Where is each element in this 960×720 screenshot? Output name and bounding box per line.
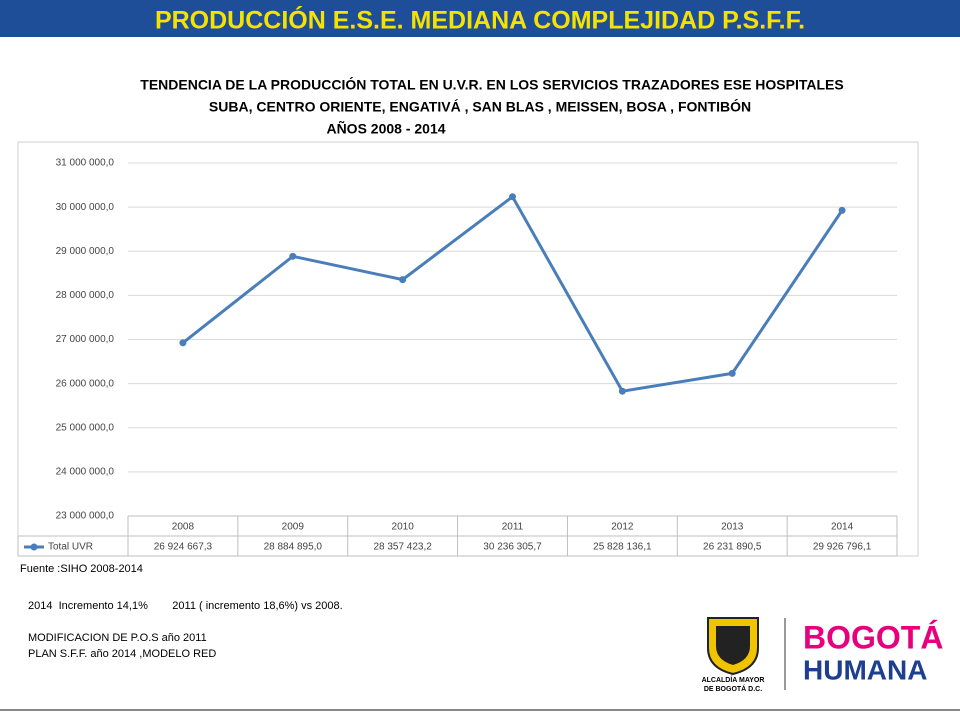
logo-text: BOGOTÁ <box>803 619 943 655</box>
legend-marker <box>30 543 38 551</box>
y-tick-label: 28 000 000,0 <box>56 290 115 301</box>
data-label: 25 828 136,1 <box>593 542 652 553</box>
data-point <box>179 339 187 347</box>
x-tick-label: 2009 <box>282 522 305 533</box>
logo-text: ALCALDÍA MAYOR <box>702 675 765 684</box>
banner-title: PRODUCCIÓN E.S.E. MEDIANA COMPLEJIDAD P.… <box>155 5 805 35</box>
y-tick-label: 31 000 000,0 <box>56 158 115 169</box>
banner-bar <box>0 0 960 37</box>
y-tick-label: 30 000 000,0 <box>56 202 115 213</box>
chart: 23 000 000,0 24 000 000,0 25 000 000,0 26 0… <box>17 158 898 557</box>
chart-title: AÑOS 2008 - 2014 <box>326 120 445 137</box>
logo-alcaldia: ALCALDÍA MAYOR DE BOGOTÁ D.C. <box>702 617 765 693</box>
data-point <box>399 276 407 284</box>
note: MODIFICACION DE P.O.S año 2011 <box>28 632 207 644</box>
data-label: 28 884 895,0 <box>264 542 323 553</box>
data-point <box>838 206 846 214</box>
data-point <box>728 369 736 377</box>
logo-text: HUMANA <box>803 654 927 685</box>
chart-title: TENDENCIA DE LA PRODUCCIÓN TOTAL EN U.V.… <box>140 76 843 93</box>
data-label: 26 231 890,5 <box>703 542 762 553</box>
logo-text: DE BOGOTÁ D.C. <box>704 684 762 693</box>
x-tick-label: 2013 <box>721 522 744 533</box>
y-tick-label: 25 000 000,0 <box>56 422 115 433</box>
note: PLAN S.F.F. año 2014 ,MODELO RED <box>28 648 216 660</box>
x-tick-label: 2011 <box>502 522 524 533</box>
data-label: 26 924 667,3 <box>154 542 213 553</box>
source: Fuente :SIHO 2008-2014 <box>20 563 143 575</box>
chart-title: SUBA, CENTRO ORIENTE, ENGATIVÁ , SAN BLA… <box>209 98 751 115</box>
data-point <box>509 193 516 201</box>
x-tick-label: 2010 <box>392 522 415 533</box>
chart-frame <box>17 141 919 557</box>
x-tick-label: 2008 <box>172 522 195 533</box>
y-tick-label: 23 000 000,0 <box>56 511 115 522</box>
data-point <box>289 252 297 260</box>
legend-label: Total UVR <box>48 542 93 553</box>
y-tick-label: 26 000 000,0 <box>56 378 115 389</box>
x-tick-label: 2014 <box>831 522 854 533</box>
y-tick-label: 24 000 000,0 <box>56 467 115 478</box>
y-tick-label: 27 000 000,0 <box>56 334 115 345</box>
data-label: 28 357 423,2 <box>373 542 432 553</box>
x-tick-label: 2012 <box>611 522 634 533</box>
note: 2014 Incremento 14,1% 2011 ( incremento … <box>28 600 343 612</box>
data-label: 30 236 305,7 <box>483 542 542 553</box>
data-label: 29 926 796,1 <box>813 542 872 553</box>
data-point <box>618 387 626 395</box>
y-tick-label: 29 000 000,0 <box>56 246 115 257</box>
